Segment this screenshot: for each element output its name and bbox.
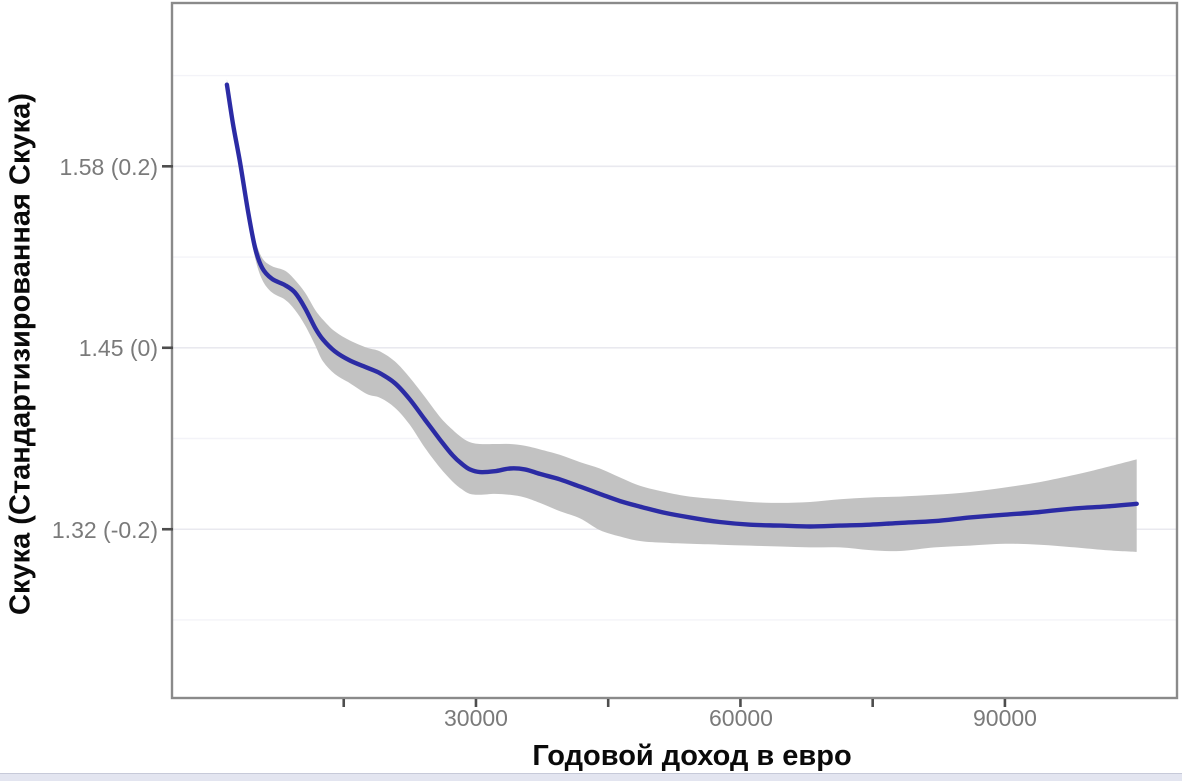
panel-border [170, 1, 1179, 700]
smooth-line [224, 82, 1139, 529]
y-tick-label-0.2: 1.58 (0.2) [59, 154, 158, 180]
x-tick-label-30000: 30000 [444, 705, 508, 731]
y-tick-label-neg0.2: 1.32 (-0.2) [51, 517, 158, 543]
y-tick-label-0: 1.45 (0) [78, 335, 158, 361]
window-bottom-edge [0, 773, 1182, 781]
confidence-band [226, 79, 1137, 552]
x-axis-title: Годовой доход в евро [532, 740, 852, 772]
x-tick-label-60000: 60000 [709, 705, 773, 731]
x-tick-label-90000: 90000 [973, 705, 1037, 731]
